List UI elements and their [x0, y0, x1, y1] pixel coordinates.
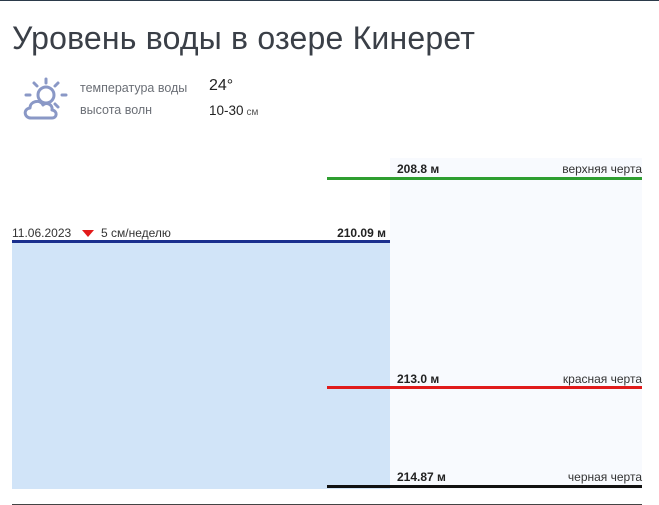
- water-temp-value: 24°: [209, 77, 233, 95]
- top-divider: [0, 0, 659, 1]
- current-level-value: 210.09 м: [337, 226, 386, 240]
- red-line-value: 213.0 м: [397, 372, 440, 386]
- upper-line-value: 208.8 м: [397, 162, 440, 176]
- waves-label: высота волн: [80, 103, 153, 117]
- current-date: 11.06.2023: [12, 226, 72, 240]
- red-line: [327, 386, 642, 389]
- black-line-value: 214.87 м: [397, 470, 446, 484]
- page-title: Уровень воды в озере Кинерет: [12, 20, 476, 56]
- down-triangle-icon: [82, 230, 94, 237]
- water-level-fill: [12, 243, 390, 489]
- current-level-line: [12, 240, 390, 243]
- black-line-label: черная черта: [567, 470, 642, 484]
- waves-value: 10-30 см: [209, 102, 258, 120]
- waves-number: 10-30: [209, 103, 244, 118]
- trend-text: 5 см/неделю: [101, 226, 171, 240]
- partly-cloudy-icon: [23, 77, 68, 120]
- upper-line-label: верхняя черта: [562, 162, 642, 176]
- black-line: [327, 485, 642, 488]
- red-line-label: красная черта: [562, 372, 642, 386]
- upper-line: [327, 177, 642, 180]
- water-temp-number: 24°: [209, 77, 234, 94]
- water-temp-label: температура воды: [80, 81, 188, 95]
- waves-unit: см: [246, 107, 259, 118]
- gauge-panel: [390, 158, 642, 489]
